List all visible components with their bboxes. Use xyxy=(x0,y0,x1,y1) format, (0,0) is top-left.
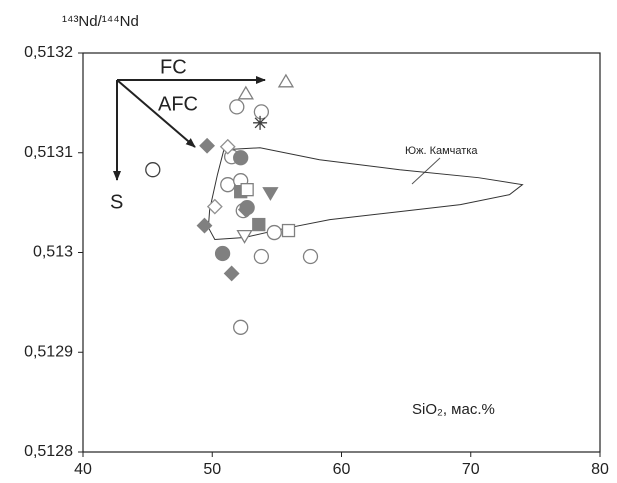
point xyxy=(229,99,245,115)
point xyxy=(236,229,253,244)
point xyxy=(281,223,296,238)
point xyxy=(233,319,249,335)
point xyxy=(252,217,266,232)
point xyxy=(302,248,319,265)
point xyxy=(266,224,282,241)
point xyxy=(220,177,236,193)
afc-arrow xyxy=(116,79,196,148)
point xyxy=(277,73,295,88)
point xyxy=(233,150,249,166)
point xyxy=(199,137,215,154)
point xyxy=(240,183,254,197)
point xyxy=(253,248,270,265)
x-tick-label: 70 xyxy=(462,461,480,478)
y-tick-label: 0,5132 xyxy=(24,44,73,61)
leader-line xyxy=(411,157,441,185)
field-outline xyxy=(207,147,524,241)
y-tick-label: 0,5131 xyxy=(24,144,73,161)
y-tick-label: 0,5129 xyxy=(24,343,73,360)
field-label: Юж. Камчатка xyxy=(405,145,478,157)
point xyxy=(206,198,223,215)
point xyxy=(219,138,236,155)
point xyxy=(237,85,254,100)
x-tick-label: 50 xyxy=(203,461,221,478)
annotation: FC xyxy=(160,56,187,78)
annotation: S xyxy=(110,191,123,213)
x-axis-label: SiO₂, мас.% xyxy=(412,401,495,418)
point xyxy=(262,187,279,201)
point xyxy=(223,265,240,282)
x-tick-label: 60 xyxy=(333,461,351,478)
x-tick-label: 40 xyxy=(74,461,92,478)
annotation: AFC xyxy=(158,93,198,115)
point xyxy=(214,245,231,262)
y-tick-label: 0,5128 xyxy=(24,443,73,460)
point xyxy=(239,199,255,216)
x-tick-label: 80 xyxy=(591,461,609,478)
point xyxy=(253,104,270,120)
y-tick-label: 0,513 xyxy=(33,244,73,261)
y-axis-label: ¹⁴³Nd/¹⁴⁴Nd xyxy=(62,13,139,30)
point xyxy=(196,217,213,234)
point xyxy=(253,115,268,130)
point xyxy=(145,162,161,178)
